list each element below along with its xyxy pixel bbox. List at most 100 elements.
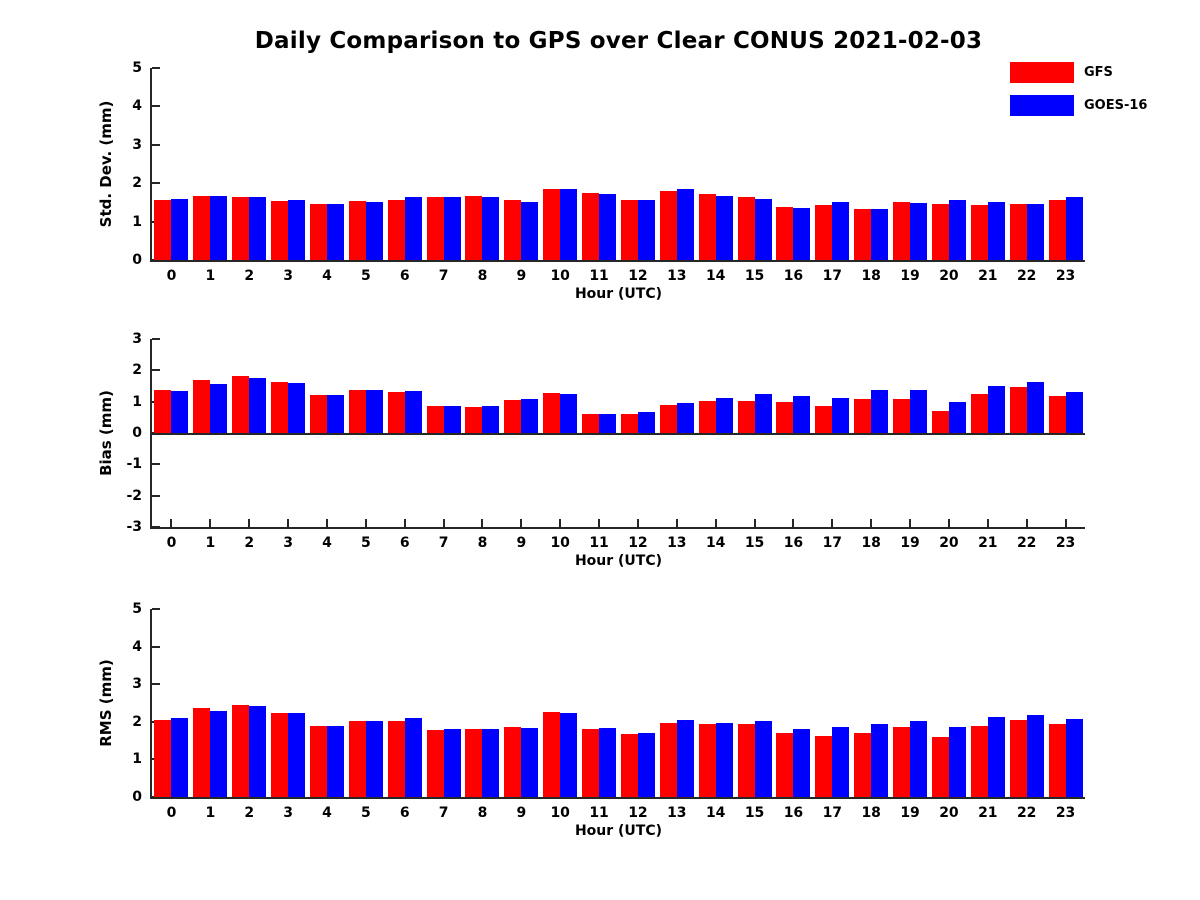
bar-gfs-h10 (543, 188, 561, 260)
legend-swatch-goes16 (1010, 95, 1074, 116)
legend: GFS GOES-16 (1010, 60, 1195, 126)
bar-gfs-h1 (193, 380, 211, 433)
x-tick-label: 7 (438, 268, 449, 284)
bar-goes16-h23 (1065, 719, 1083, 797)
bar-gfs-h2 (232, 197, 250, 260)
x-axis-title: Hour (UTC) (574, 823, 663, 839)
bar-gfs-h13 (659, 404, 677, 433)
x-tick-label: 18 (861, 268, 881, 284)
bar-gfs-h6 (387, 720, 405, 797)
bar-gfs-h15 (737, 400, 755, 433)
bar-goes16-h21 (987, 716, 1005, 797)
zero-line (152, 433, 1085, 435)
x-tick-label: 7 (438, 535, 449, 551)
x-tick-mark (947, 519, 950, 527)
bar-gfs-h10 (543, 711, 561, 797)
bar-gfs-h5 (348, 389, 366, 433)
bar-gfs-h14 (698, 723, 716, 797)
bar-gfs-h14 (698, 194, 716, 260)
legend-item-gfs: GFS (1010, 60, 1195, 93)
x-tick-mark (209, 519, 212, 527)
x-tick-mark (325, 519, 328, 527)
bar-goes16-h16 (793, 208, 811, 260)
x-tick-label: 19 (900, 535, 920, 551)
y-tick-label: 0 (132, 425, 142, 441)
bar-goes16-h6 (404, 390, 422, 433)
bar-goes16-h12 (637, 200, 655, 260)
y-tick-label: -1 (126, 456, 142, 473)
x-tick-label: 17 (822, 535, 843, 551)
bar-goes16-h3 (288, 383, 306, 433)
x-tick-label: 22 (1016, 805, 1037, 821)
x-tick-label: 1 (205, 268, 216, 284)
bar-goes16-h21 (987, 386, 1005, 433)
x-axis-title: Hour (UTC) (574, 286, 663, 302)
x-tick-label: 23 (1055, 268, 1076, 284)
x-tick-label: 10 (550, 268, 570, 284)
x-tick-label: 16 (783, 268, 804, 284)
y-tick-mark (152, 338, 160, 340)
x-tick-label: 13 (667, 805, 687, 821)
y-tick-mark (152, 796, 160, 798)
bar-goes16-h9 (521, 399, 539, 433)
bar-gfs-h13 (659, 722, 677, 797)
legend-swatch-gfs (1010, 62, 1074, 83)
x-tick-mark (442, 519, 445, 527)
x-tick-mark (714, 519, 717, 527)
bar-goes16-h4 (326, 395, 344, 433)
y-tick-label: 1 (132, 213, 142, 230)
y-tick-mark (152, 608, 160, 610)
x-tick-label: 13 (667, 268, 687, 284)
x-tick-label: 3 (283, 805, 293, 821)
bar-gfs-h15 (737, 723, 755, 797)
bar-goes16-h18 (871, 208, 889, 260)
x-tick-mark (986, 519, 989, 527)
bar-gfs-h12 (620, 733, 638, 797)
x-tick-label: 15 (744, 268, 765, 284)
x-tick-label: 4 (322, 805, 332, 821)
x-tick-label: 19 (900, 268, 920, 284)
x-tick-mark (753, 519, 756, 527)
x-tick-label: 2 (244, 805, 255, 821)
x-tick-label: 20 (939, 268, 959, 284)
bar-gfs-h0 (154, 200, 172, 260)
x-tick-mark (520, 519, 523, 527)
bar-goes16-h6 (404, 717, 422, 797)
bar-gfs-h21 (970, 393, 988, 433)
y-tick-label: 5 (132, 601, 142, 617)
bar-goes16-h22 (1026, 381, 1044, 433)
x-tick-label: 3 (283, 268, 293, 284)
bar-goes16-h9 (521, 202, 539, 260)
x-tick-label: 1 (205, 535, 216, 551)
y-tick-mark (152, 67, 160, 69)
bar-goes16-h13 (676, 189, 694, 260)
x-tick-mark (481, 519, 484, 527)
subplot-bias: -3 -2 -1 0 1 2 3 0 1 2 3 4 5 6 7 8 9 10 11 12 13 14 15 16 17 18 19… (97, 332, 1085, 569)
bar-goes16-h10 (560, 188, 578, 260)
subplot-stddev: 0 1 2 3 4 5 0 1 2 3 4 5 6 7 8 9 10 11 12 13 14 15 16 17 18 19 20 21… (97, 61, 1085, 302)
x-tick-label: 14 (705, 268, 726, 284)
bar-gfs-h1 (193, 707, 211, 797)
bar-gfs-h3 (271, 381, 289, 433)
bar-gfs-h4 (309, 203, 327, 260)
x-tick-label: 18 (861, 535, 881, 551)
y-tick-label: 3 (132, 136, 142, 153)
bar-goes16-h7 (443, 197, 461, 260)
bar-gfs-h9 (504, 400, 522, 433)
bar-gfs-h13 (659, 191, 677, 260)
x-tick-label: 4 (322, 535, 332, 551)
bar-gfs-h5 (348, 720, 366, 797)
bar-goes16-h14 (715, 195, 733, 260)
x-tick-label: 20 (939, 535, 959, 551)
x-tick-label: 13 (667, 535, 687, 551)
y-tick-label: 5 (132, 60, 142, 76)
x-tick-mark (403, 519, 406, 527)
bar-goes16-h9 (521, 728, 539, 797)
x-tick-label: 22 (1016, 535, 1037, 551)
y-tick-label: 4 (132, 98, 142, 115)
x-tick-label: 1 (205, 805, 216, 821)
x-tick-mark (364, 519, 367, 527)
bar-goes16-h11 (599, 728, 617, 797)
bar-goes16-h14 (715, 722, 733, 797)
bar-gfs-h12 (620, 413, 638, 433)
